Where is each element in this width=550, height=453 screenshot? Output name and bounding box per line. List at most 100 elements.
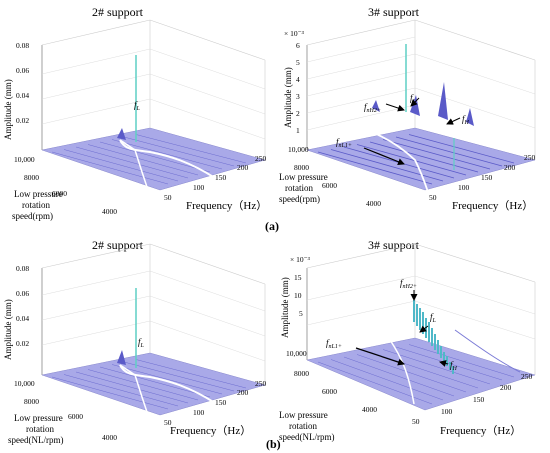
speed-tick: 4000 xyxy=(102,207,117,216)
axis-frame xyxy=(41,19,266,160)
x-axis-label: Frequency（Hz） xyxy=(452,199,533,212)
z-tick: 0.08 xyxy=(16,41,29,50)
peak-curve xyxy=(119,139,216,179)
speed-tick: 8000 xyxy=(294,163,309,172)
chart-a-3-support: 3# support × 10⁻³ 6 5 xyxy=(279,5,536,212)
freq-tick: 100 xyxy=(458,183,470,192)
annotation-fL: fL xyxy=(430,312,437,324)
scale-note: × 10⁻³ xyxy=(290,255,311,264)
speed-tick: 6000 xyxy=(322,387,337,396)
freq-tick: 250 xyxy=(524,153,536,162)
freq-tick: 150 xyxy=(215,398,227,407)
speed-axis-label: speed(rpm) xyxy=(12,211,53,221)
freq-tick: 50 xyxy=(164,418,172,427)
z-tick: 0.04 xyxy=(16,314,29,323)
freq-tick: 200 xyxy=(504,163,516,172)
freq-tick: 50 xyxy=(164,193,172,202)
z-tick: 3 xyxy=(296,92,300,101)
speed-tick: 8000 xyxy=(24,397,39,406)
annotation-fnH2: fnH2+ xyxy=(400,278,417,290)
ridge-lines xyxy=(51,359,247,410)
annotation-fL: fL xyxy=(138,337,145,349)
speed-tick: 10,000 xyxy=(288,145,309,154)
speed-axis-label: rotation xyxy=(285,183,313,193)
speed-tick: 4000 xyxy=(362,405,377,414)
freq-tick: 150 xyxy=(215,173,227,182)
peak-bump xyxy=(117,350,126,365)
speed-tick: 8000 xyxy=(294,369,309,378)
z-axis-label: Amplitude (mm) xyxy=(283,67,293,128)
freq-tick: 100 xyxy=(441,407,453,416)
speed-tick: 4000 xyxy=(366,199,381,208)
x-axis-label: Frequency（Hz） xyxy=(440,424,521,437)
freq-tick: 250 xyxy=(255,379,267,388)
speed-tick: 10,000 xyxy=(14,155,35,164)
chart-b-2-support: 2# support 0.08 0.06 0.04 0.02 xyxy=(3,238,267,445)
freq-tick: 150 xyxy=(473,395,485,404)
freq-tick: 50 xyxy=(429,193,437,202)
chart-title: 3# support xyxy=(368,238,420,252)
speed-axis-label: Low pressure xyxy=(14,413,63,423)
chart-title: 2# support xyxy=(92,238,144,252)
speed-tick: 6000 xyxy=(52,189,67,198)
freq-tick: 200 xyxy=(237,163,249,172)
arrow xyxy=(419,325,429,333)
freq-tick: 100 xyxy=(193,408,205,417)
speed-axis-label: Low pressure xyxy=(279,410,328,420)
z-tick: 0.02 xyxy=(16,116,29,125)
z-tick: 0.08 xyxy=(16,264,29,273)
speed-axis-label: speed(NL/rpm) xyxy=(279,432,334,442)
peak-curve xyxy=(454,329,521,373)
ridge-lines xyxy=(317,134,515,185)
freq-tick: 250 xyxy=(255,154,267,163)
z-axis-label: Amplitude (mm) xyxy=(280,277,290,338)
annotation-fL: fL xyxy=(134,100,141,112)
speed-axis-label: speed(NL/rpm) xyxy=(8,435,63,445)
z-tick: 0.02 xyxy=(16,339,29,348)
freq-tick: 250 xyxy=(521,372,533,381)
z-axis-label: Amplitude (mm) xyxy=(3,79,13,140)
ridge-lines xyxy=(317,344,515,405)
panel-label-a: (a) xyxy=(265,219,279,233)
chart-a-2-support: 2# support 0.08 0.06 0.04 xyxy=(3,5,267,221)
chart-title: 2# support xyxy=(92,5,144,19)
speed-axis-label: rotation xyxy=(289,421,317,431)
axis-frame xyxy=(306,19,536,160)
z-tick: 0.04 xyxy=(16,91,29,100)
axis-frame xyxy=(306,243,536,375)
speed-axis-label: speed(rpm) xyxy=(279,194,320,204)
arrow xyxy=(410,97,420,107)
freq-tick: 50 xyxy=(412,417,420,426)
peak-curve xyxy=(119,364,151,422)
speed-axis-label: rotation xyxy=(22,200,50,210)
annotation-fH: fH xyxy=(450,360,458,372)
z-tick: 5 xyxy=(296,58,300,67)
freq-tick: 100 xyxy=(193,183,205,192)
peak-bump xyxy=(117,128,126,140)
ridge-lines xyxy=(51,134,247,185)
speed-tick: 10,000 xyxy=(286,349,307,358)
speed-tick: 4000 xyxy=(102,433,117,442)
z-axis-label: Amplitude (mm) xyxy=(3,299,13,360)
annotation-fnL1: fnL1+ xyxy=(326,338,342,350)
z-tick: 5 xyxy=(299,309,303,318)
freq-tick: 150 xyxy=(481,173,493,182)
z-tick: 0.06 xyxy=(16,289,29,298)
annotation-fnH2: fnH2+ xyxy=(364,102,381,114)
z-tick: 1 xyxy=(296,126,300,135)
z-tick: 15 xyxy=(294,273,302,282)
arrow xyxy=(355,347,405,366)
speed-axis-label: Low pressure xyxy=(279,172,328,182)
scale-note: × 10⁻³ xyxy=(284,29,305,38)
annotation-fnL1: fnL1+ xyxy=(336,137,352,149)
surface xyxy=(306,337,536,411)
speed-tick: 10,000 xyxy=(14,379,35,388)
speed-axis-label: Low pressure xyxy=(14,189,63,199)
x-axis-label: Frequency（Hz） xyxy=(186,199,267,212)
arrow xyxy=(446,117,461,125)
arrow xyxy=(363,147,405,166)
z-tick: 10 xyxy=(294,291,302,300)
arrow xyxy=(439,360,449,367)
z-tick: 6 xyxy=(296,41,300,50)
